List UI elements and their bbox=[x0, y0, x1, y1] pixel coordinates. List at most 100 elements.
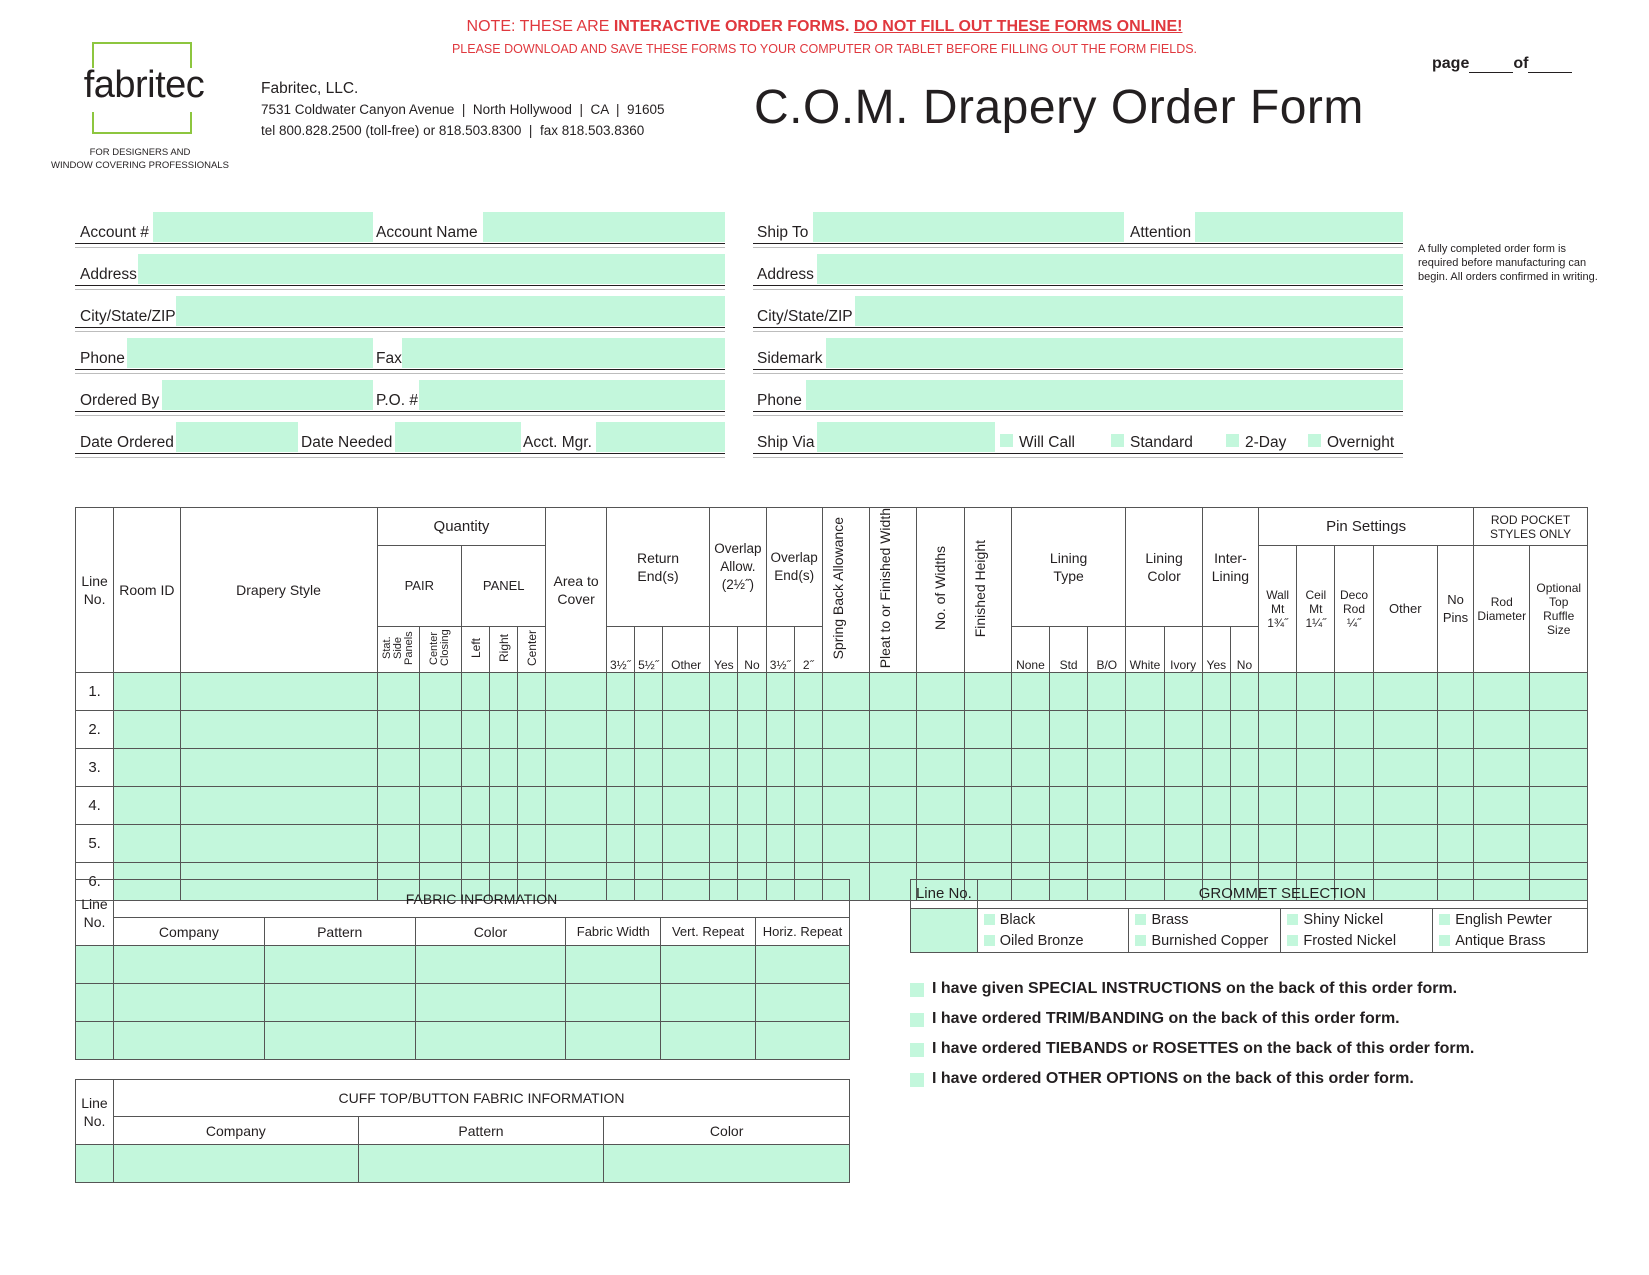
tiebands-checkbox[interactable] bbox=[910, 1043, 924, 1057]
order-cell[interactable] bbox=[821, 786, 871, 826]
order-cell[interactable] bbox=[1334, 786, 1374, 826]
fabric-cell[interactable] bbox=[414, 983, 567, 1022]
overnight-checkbox[interactable] bbox=[1308, 434, 1321, 447]
order-cell[interactable] bbox=[916, 786, 965, 826]
order-cell[interactable] bbox=[1201, 710, 1231, 750]
standard-checkbox[interactable] bbox=[1111, 434, 1124, 447]
order-cell[interactable] bbox=[1296, 748, 1336, 788]
billing-address-field[interactable] bbox=[138, 254, 725, 284]
order-cell[interactable] bbox=[793, 672, 823, 712]
order-cell[interactable] bbox=[1296, 710, 1336, 750]
order-cell[interactable] bbox=[489, 748, 519, 788]
grommet-checkbox[interactable] bbox=[1287, 935, 1299, 947]
order-cell[interactable] bbox=[1010, 710, 1051, 750]
cuff-color-field[interactable] bbox=[603, 1144, 850, 1183]
order-cell[interactable] bbox=[1372, 672, 1438, 712]
order-cell[interactable] bbox=[605, 786, 635, 826]
order-cell[interactable] bbox=[1258, 824, 1298, 864]
order-cell[interactable] bbox=[709, 824, 739, 864]
grommet-option-black[interactable]: Black bbox=[976, 908, 1130, 931]
order-cell[interactable] bbox=[1087, 748, 1127, 788]
order-cell[interactable] bbox=[460, 786, 491, 826]
fabric-cell[interactable] bbox=[414, 945, 567, 984]
order-cell[interactable] bbox=[916, 710, 965, 750]
order-cell[interactable] bbox=[1296, 786, 1336, 826]
order-cell[interactable] bbox=[821, 824, 871, 864]
of-field[interactable] bbox=[1528, 72, 1573, 73]
order-cell[interactable] bbox=[963, 748, 1012, 788]
order-cell[interactable] bbox=[1436, 710, 1475, 750]
order-cell[interactable] bbox=[1049, 824, 1089, 864]
order-cell[interactable] bbox=[179, 824, 378, 864]
order-cell[interactable] bbox=[1258, 748, 1298, 788]
order-cell[interactable] bbox=[376, 710, 420, 750]
order-cell[interactable] bbox=[1258, 672, 1298, 712]
date-needed-field[interactable] bbox=[395, 422, 521, 452]
order-cell[interactable] bbox=[517, 672, 547, 712]
order-cell[interactable] bbox=[1049, 672, 1089, 712]
order-cell[interactable] bbox=[916, 672, 965, 712]
account-number-field[interactable] bbox=[153, 212, 373, 242]
order-cell[interactable] bbox=[737, 824, 767, 864]
order-cell[interactable] bbox=[737, 710, 767, 750]
order-cell[interactable] bbox=[1163, 672, 1203, 712]
cuff-company-field[interactable] bbox=[112, 1144, 359, 1183]
order-cell[interactable] bbox=[709, 710, 739, 750]
order-cell[interactable] bbox=[1529, 824, 1588, 864]
order-cell[interactable] bbox=[179, 672, 378, 712]
attention-field[interactable] bbox=[1195, 212, 1403, 242]
order-cell[interactable] bbox=[605, 672, 635, 712]
order-cell[interactable] bbox=[460, 824, 491, 864]
order-cell[interactable] bbox=[179, 748, 378, 788]
order-cell[interactable] bbox=[662, 748, 711, 788]
order-cell[interactable] bbox=[633, 710, 664, 750]
grommet-checkbox[interactable] bbox=[983, 935, 995, 947]
order-cell[interactable] bbox=[737, 672, 767, 712]
order-cell[interactable] bbox=[737, 786, 767, 826]
order-cell[interactable] bbox=[605, 710, 635, 750]
order-cell[interactable] bbox=[1372, 748, 1438, 788]
order-cell[interactable] bbox=[1125, 710, 1165, 750]
order-cell[interactable] bbox=[376, 748, 420, 788]
order-cell[interactable] bbox=[1201, 824, 1231, 864]
fabric-cell[interactable] bbox=[660, 945, 757, 984]
order-cell[interactable] bbox=[1201, 748, 1231, 788]
order-cell[interactable] bbox=[376, 786, 420, 826]
order-cell[interactable] bbox=[765, 824, 795, 864]
grommet-checkbox[interactable] bbox=[1439, 935, 1451, 947]
order-cell[interactable] bbox=[916, 824, 965, 864]
grommet-checkbox[interactable] bbox=[1135, 913, 1147, 925]
grommet-option-burnished-copper[interactable]: Burnished Copper bbox=[1128, 930, 1282, 953]
order-cell[interactable] bbox=[1163, 748, 1203, 788]
order-cell[interactable] bbox=[1010, 824, 1051, 864]
order-cell[interactable] bbox=[1125, 786, 1165, 826]
order-cell[interactable] bbox=[1372, 710, 1438, 750]
fabric-cell[interactable] bbox=[660, 983, 757, 1022]
fabric-cell[interactable] bbox=[755, 983, 850, 1022]
order-cell[interactable] bbox=[869, 786, 918, 826]
order-cell[interactable] bbox=[963, 672, 1012, 712]
acct-mgr-field[interactable] bbox=[596, 422, 725, 452]
order-cell[interactable] bbox=[113, 672, 181, 712]
order-cell[interactable] bbox=[1372, 824, 1438, 864]
grommet-option-antique-brass[interactable]: Antique Brass bbox=[1432, 930, 1588, 953]
trim-banding-checkbox[interactable] bbox=[910, 1013, 924, 1027]
order-cell[interactable] bbox=[605, 824, 635, 864]
order-cell[interactable] bbox=[793, 786, 823, 826]
order-cell[interactable] bbox=[418, 710, 463, 750]
order-cell[interactable] bbox=[1125, 824, 1165, 864]
order-cell[interactable] bbox=[418, 748, 463, 788]
order-cell[interactable] bbox=[869, 748, 918, 788]
order-cell[interactable] bbox=[1529, 786, 1588, 826]
fabric-cell[interactable] bbox=[565, 983, 662, 1022]
grommet-checkbox[interactable] bbox=[1135, 935, 1147, 947]
order-cell[interactable] bbox=[1125, 672, 1165, 712]
order-cell[interactable] bbox=[633, 748, 664, 788]
ship-address-field[interactable] bbox=[817, 254, 1403, 284]
grommet-checkbox[interactable] bbox=[1439, 913, 1451, 925]
other-options-checkbox[interactable] bbox=[910, 1073, 924, 1087]
two-day-checkbox[interactable] bbox=[1226, 434, 1239, 447]
order-cell[interactable] bbox=[709, 748, 739, 788]
ship-via-field[interactable] bbox=[817, 422, 995, 452]
order-cell[interactable] bbox=[633, 786, 664, 826]
